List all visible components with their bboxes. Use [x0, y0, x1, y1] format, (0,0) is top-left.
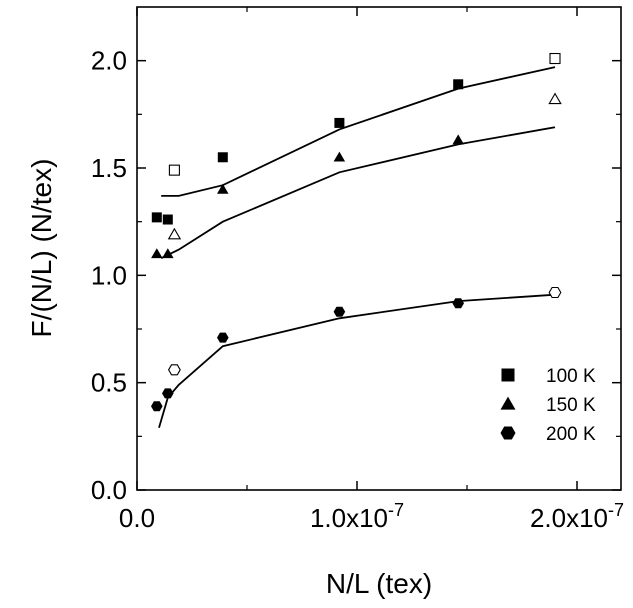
legend-marker — [500, 396, 516, 410]
data-point — [217, 152, 228, 163]
tick-labels: 0.0 0.5 1.0 1.5 2.0 0.0 1.0x10-7 2.0x10-7 — [91, 46, 624, 533]
data-point — [162, 248, 174, 259]
data-point — [452, 134, 464, 145]
data-point — [548, 286, 562, 299]
plot-frame — [136, 6, 622, 491]
data-point — [333, 151, 346, 162]
legend-marker — [500, 426, 516, 440]
legend-marker — [501, 368, 515, 382]
fit-line — [161, 66, 556, 197]
data-point — [162, 214, 173, 225]
data-point — [168, 164, 180, 176]
x-tick-label: 0.0 — [119, 503, 155, 533]
legend-label: 100 K — [546, 366, 596, 387]
data-point — [333, 306, 346, 317]
data-point — [151, 248, 163, 259]
legend-label: 150 K — [546, 395, 596, 416]
data-point — [217, 332, 229, 343]
data-point — [151, 401, 163, 412]
x-tick-exponent: -7 — [388, 500, 404, 520]
data-point — [548, 92, 562, 105]
data-point — [167, 364, 181, 376]
y-tick-label: 0.0 — [91, 475, 127, 505]
fit-line — [158, 293, 556, 428]
y-tick-label: 1.0 — [91, 260, 127, 290]
data-point — [217, 183, 229, 194]
ticks — [136, 7, 621, 491]
fit-line — [160, 126, 556, 260]
y-axis-title: F/(N/L) (N/tex) — [26, 159, 57, 338]
data-point — [549, 52, 561, 65]
fit-lines — [158, 66, 556, 428]
data-point — [453, 79, 464, 90]
x-tick-label: 1.0x10-7 — [310, 500, 404, 533]
x-tick-label: 2.0x10-7 — [530, 500, 624, 533]
legend: 100 K 150 K 200 K — [500, 366, 596, 445]
data-point — [167, 227, 182, 240]
data-point — [334, 117, 345, 128]
x-tick-exponent: -7 — [608, 500, 624, 520]
y-tick-label: 0.5 — [91, 368, 127, 398]
data-point — [452, 298, 464, 309]
y-tick-label: 1.5 — [91, 153, 127, 183]
data-point — [151, 212, 162, 223]
legend-label: 200 K — [546, 424, 596, 445]
data-markers — [151, 52, 562, 412]
y-tick-label: 2.0 — [91, 46, 127, 76]
data-point — [162, 388, 174, 399]
x-axis-title: N/L (tex) — [326, 568, 432, 599]
